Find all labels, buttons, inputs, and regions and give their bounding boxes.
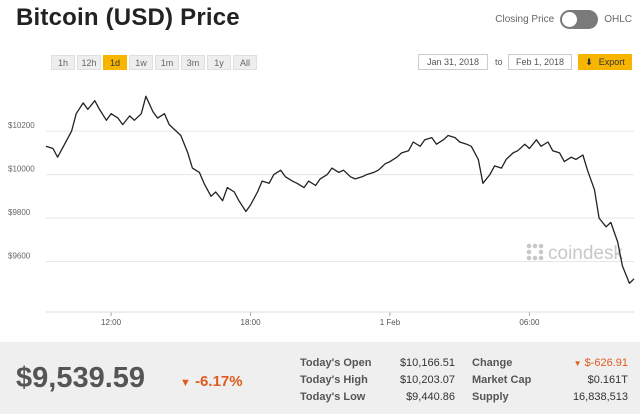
supply-label: Supply bbox=[472, 391, 509, 403]
todays-open-label: Today's Open bbox=[300, 357, 372, 369]
date-from-input[interactable]: Jan 31, 2018 bbox=[418, 54, 488, 70]
price-chart: $9600 $9800 $10000 $10200 12:00 18:00 1 Feb 06… bbox=[8, 95, 635, 327]
ohlc-label: OHLC bbox=[604, 14, 632, 25]
x-axis-ticks: 12:00 18:00 1 Feb 06:00 bbox=[46, 311, 634, 327]
range-1h-button[interactable]: 1h bbox=[51, 55, 75, 70]
y-tick-label: $9600 bbox=[8, 252, 31, 261]
down-triangle-small-icon: ▼ bbox=[573, 359, 582, 368]
y-axis-ticks: $9600 $9800 $10000 $10200 bbox=[8, 121, 35, 260]
export-label: Export bbox=[598, 57, 625, 67]
change-amount: $-626.91 bbox=[584, 357, 628, 369]
range-selector: 1h 12h 1d 1w 1m 3m 1y All bbox=[51, 55, 259, 70]
range-1y-button[interactable]: 1y bbox=[207, 55, 231, 70]
y-tick-label: $9800 bbox=[8, 208, 31, 217]
range-12h-button[interactable]: 12h bbox=[77, 55, 101, 70]
summary-footer bbox=[0, 342, 640, 414]
chart-mode-toggle-group: Closing Price OHLC bbox=[495, 10, 632, 29]
todays-high-label: Today's High bbox=[300, 374, 368, 386]
change-value: ▼ $-626.91 bbox=[530, 357, 628, 369]
x-tick-label: 12:00 bbox=[101, 318, 122, 327]
y-tick-label: $10000 bbox=[8, 165, 35, 174]
range-1m-button[interactable]: 1m bbox=[155, 55, 179, 70]
chart-grid bbox=[46, 130, 634, 263]
price-change-percent: ▼ -6.17% bbox=[180, 373, 243, 390]
down-triangle-icon: ▼ bbox=[180, 377, 191, 389]
export-button[interactable]: ⬇ Export bbox=[578, 54, 632, 70]
price-line bbox=[45, 95, 635, 284]
range-all-button[interactable]: All bbox=[233, 55, 257, 70]
todays-high-value: $10,203.07 bbox=[399, 374, 455, 386]
y-tick-label: $10200 bbox=[8, 121, 35, 130]
change-label: Change bbox=[472, 357, 513, 369]
market-cap-value: $0.161T bbox=[587, 374, 628, 386]
coindesk-logo-icon bbox=[526, 243, 544, 261]
x-tick-label: 18:00 bbox=[241, 318, 262, 327]
page-title: Bitcoin (USD) Price bbox=[16, 4, 240, 31]
todays-open-value: $10,166.51 bbox=[399, 357, 455, 369]
coindesk-watermark: coindesk bbox=[526, 243, 623, 264]
closing-price-label: Closing Price bbox=[495, 14, 555, 25]
date-to-label: to bbox=[495, 57, 503, 67]
range-3m-button[interactable]: 3m bbox=[181, 55, 205, 70]
current-price: $9,539.59 bbox=[16, 362, 146, 394]
range-1d-button[interactable]: 1d bbox=[103, 55, 127, 70]
market-cap-label: Market Cap bbox=[472, 374, 532, 386]
date-to-input[interactable]: Feb 1, 2018 bbox=[508, 54, 572, 70]
download-icon: ⬇ bbox=[585, 56, 593, 67]
x-tick-label: 1 Feb bbox=[380, 318, 401, 327]
toggle-knob bbox=[562, 12, 578, 27]
range-1w-button[interactable]: 1w bbox=[129, 55, 153, 70]
x-tick-label: 06:00 bbox=[519, 318, 540, 327]
todays-low-value: $9,440.86 bbox=[406, 391, 455, 403]
todays-low-label: Today's Low bbox=[300, 391, 366, 403]
supply-value: 16,838,513 bbox=[572, 391, 628, 403]
change-percent-value: -6.17% bbox=[195, 373, 243, 390]
chart-mode-toggle[interactable] bbox=[560, 10, 599, 29]
coindesk-wordmark: coindesk bbox=[548, 243, 623, 264]
